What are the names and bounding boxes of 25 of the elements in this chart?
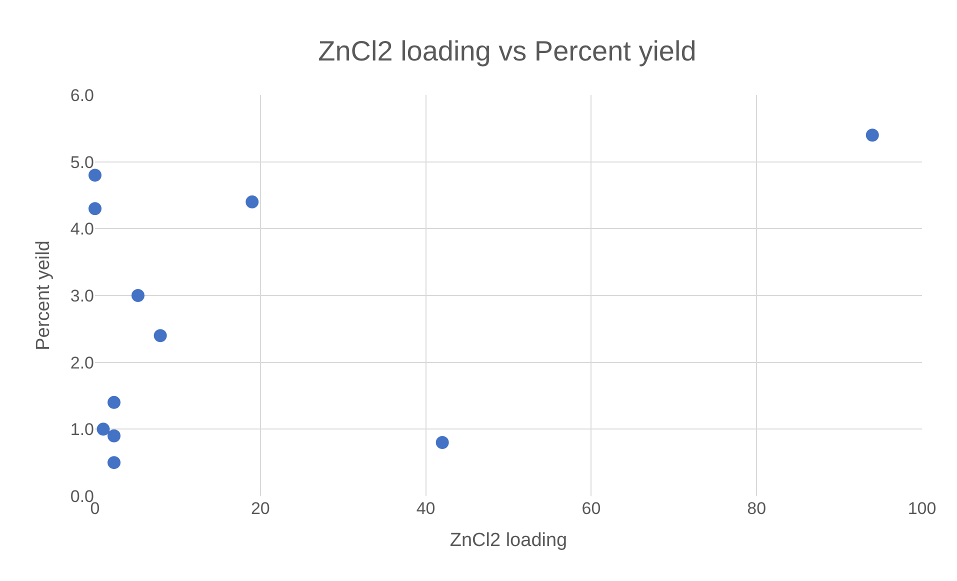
y-tick-label: 3.0 bbox=[70, 286, 94, 306]
point bbox=[108, 429, 121, 442]
point bbox=[436, 436, 449, 450]
y-axis-title: Percent yeild bbox=[33, 240, 54, 350]
x-axis-title: ZnCl2 loading bbox=[450, 530, 568, 551]
point bbox=[88, 202, 102, 216]
x-tick-label: 80 bbox=[747, 499, 766, 518]
point bbox=[108, 396, 121, 409]
y-tick-label: 2.0 bbox=[70, 353, 94, 372]
x-tick-label: 100 bbox=[908, 499, 936, 518]
point bbox=[132, 289, 144, 302]
x-tick-label: 20 bbox=[250, 499, 270, 518]
point bbox=[108, 456, 121, 470]
point bbox=[96, 422, 110, 436]
y-tick-label: 4.0 bbox=[70, 220, 94, 239]
chart-title: ZnCl2 loading vs Percent yield bbox=[318, 35, 696, 66]
y-tick-label: 5.0 bbox=[70, 152, 94, 172]
y-tick-label: 6.0 bbox=[70, 86, 94, 105]
point bbox=[154, 329, 167, 342]
x-tick-label: 60 bbox=[582, 499, 601, 518]
point bbox=[246, 195, 259, 208]
x-tick-label: 40 bbox=[416, 499, 436, 518]
point bbox=[866, 128, 879, 142]
point bbox=[88, 168, 102, 182]
y-tick-label: 1.0 bbox=[70, 420, 94, 440]
